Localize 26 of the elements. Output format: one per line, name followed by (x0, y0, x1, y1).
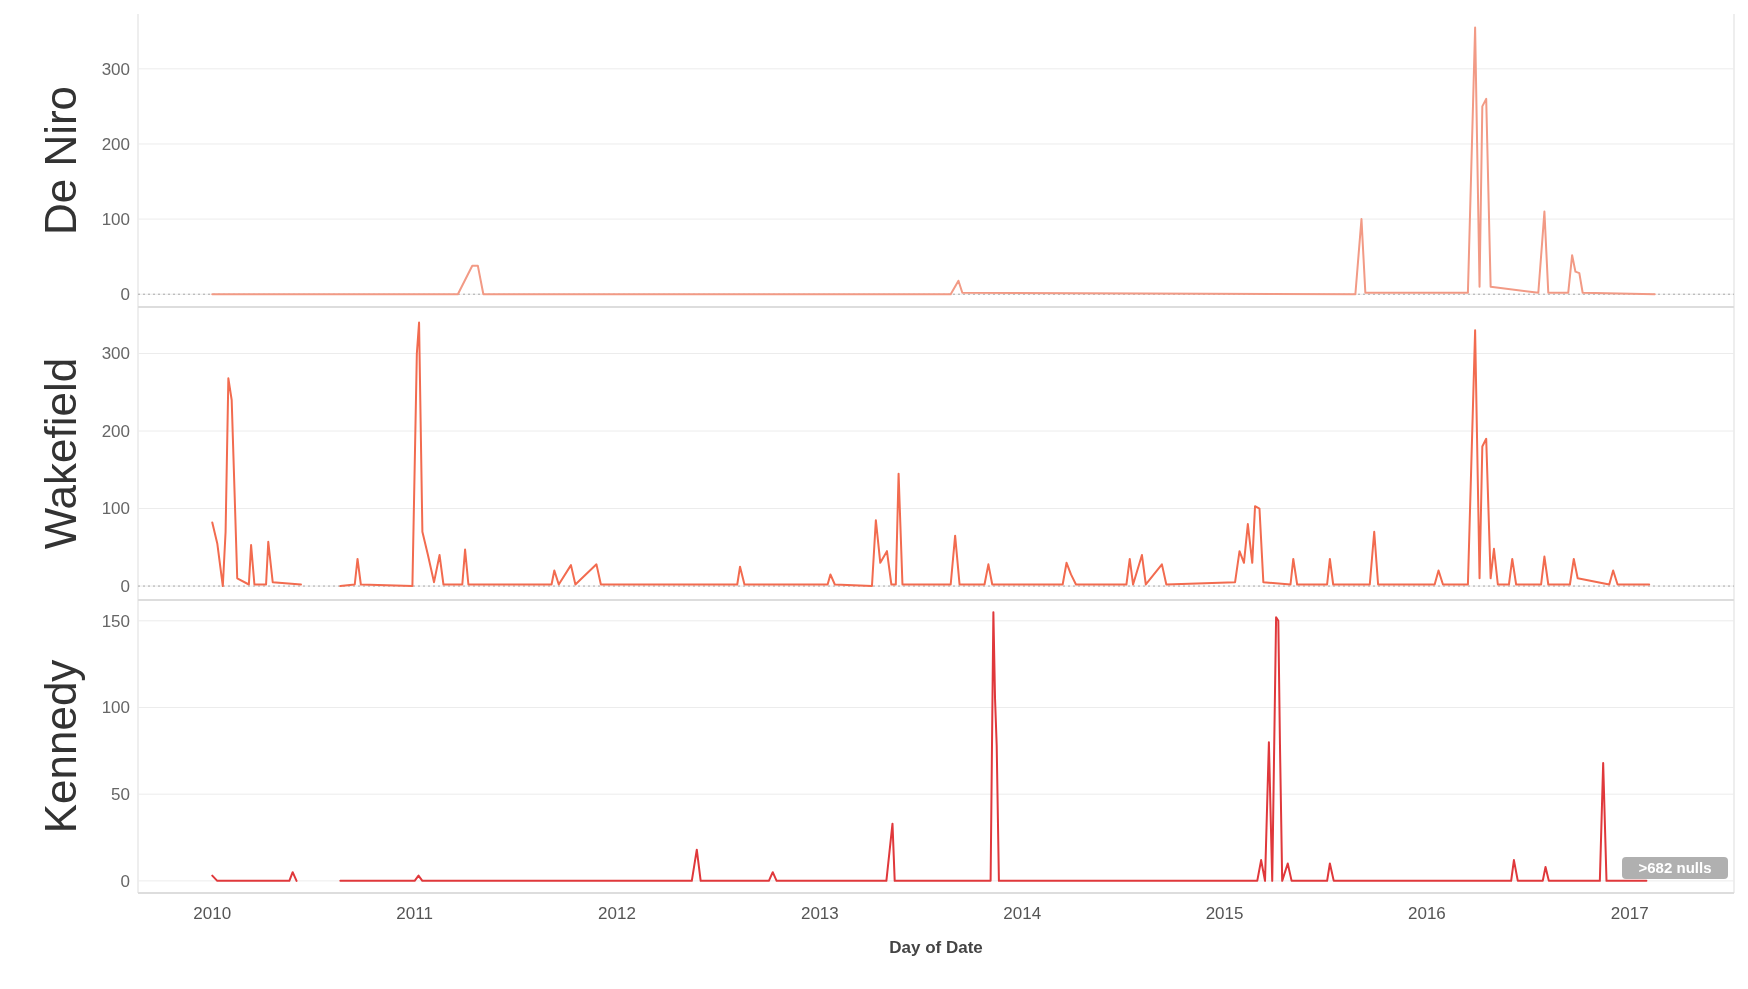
x-tick-label: 2013 (800, 904, 839, 923)
y-tick-label: 150 (101, 611, 130, 631)
y-tick-label: 100 (101, 499, 130, 519)
y-axis-title: Wakefield (36, 357, 85, 550)
x-tick-label: 2011 (396, 904, 433, 923)
y-tick-label: 200 (101, 421, 130, 441)
x-tick-label: 2015 (1205, 904, 1244, 923)
y-tick-label: 0 (120, 577, 130, 596)
y-tick-label: 200 (101, 134, 130, 154)
x-tick-label: 2016 (1407, 904, 1446, 923)
x-tick-label: 2017 (1610, 904, 1649, 923)
x-axis-title: Day of Date (889, 938, 983, 957)
y-tick-label: 50 (111, 785, 130, 805)
y-tick-label: 0 (120, 871, 130, 891)
y-tick-label: 300 (101, 59, 130, 79)
x-tick-label: 2012 (598, 904, 636, 923)
x-tick-label: 2014 (1003, 904, 1042, 923)
y-axis-title: Kennedy (36, 659, 85, 834)
y-tick-label: 0 (120, 285, 130, 305)
y-tick-label: 300 (101, 344, 130, 364)
y-tick-label: 100 (101, 698, 130, 718)
y-tick-label: 100 (101, 210, 130, 230)
line-series (211, 26, 1656, 296)
x-tick-label: 2010 (193, 904, 232, 923)
annotation: >682 nulls (1638, 859, 1712, 877)
y-axis-title: De Niro (36, 85, 85, 236)
